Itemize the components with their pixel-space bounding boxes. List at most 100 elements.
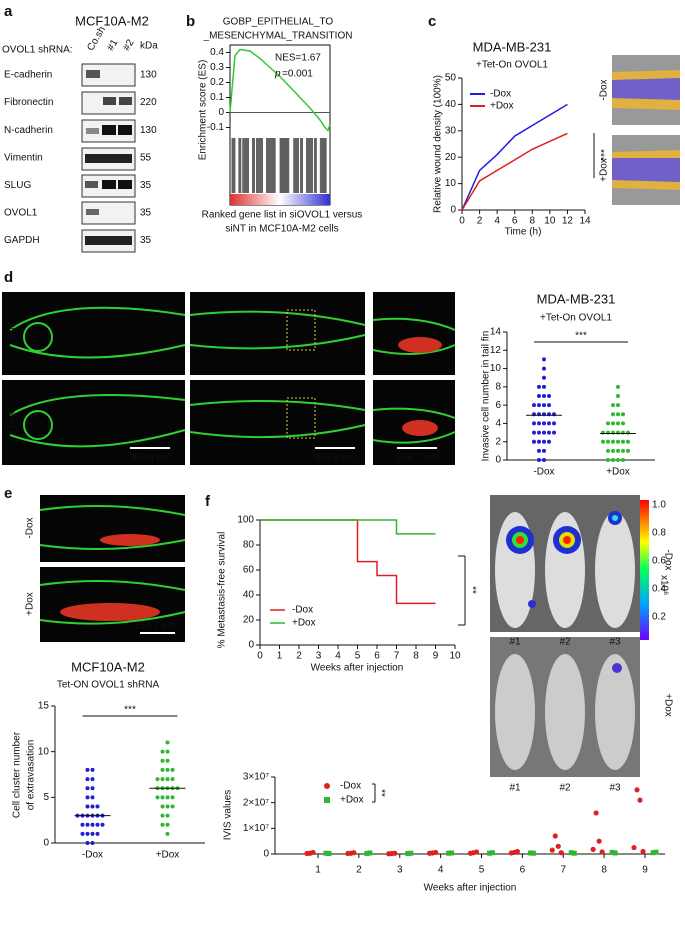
dot	[616, 394, 620, 398]
dot	[405, 850, 411, 856]
subtitle: Tet-ON OVOL1 shRNA	[57, 680, 160, 691]
y-tick-label: 0.3	[210, 62, 224, 73]
dot	[532, 439, 536, 444]
protein-label: N-cadherin	[4, 125, 53, 136]
dot	[95, 804, 100, 809]
kda-label: 35	[140, 235, 152, 246]
y-tick-label: 0	[450, 205, 456, 216]
x-tick-label: 4	[438, 865, 444, 876]
dot	[367, 850, 373, 856]
dot	[552, 421, 556, 426]
dot	[323, 850, 329, 856]
x-tick-label: -Dox	[82, 850, 103, 861]
scale-label: 154.7 µm	[396, 453, 438, 464]
y-tick-label: 0	[248, 640, 254, 651]
x-tick-label: 6	[520, 865, 526, 876]
dot	[542, 403, 546, 408]
dot	[165, 777, 170, 782]
mouse-label: #2	[559, 637, 571, 648]
significance: ***	[575, 331, 587, 342]
y-tick-label: 12	[490, 345, 502, 356]
es-curve	[229, 48, 331, 132]
dot	[85, 777, 90, 782]
dot	[85, 822, 90, 827]
dot	[160, 749, 165, 754]
dot	[408, 850, 414, 856]
y-tick-label: 2	[495, 436, 501, 447]
y-tick-label: 3×10⁷	[243, 772, 270, 783]
y-tick-label: 6	[495, 400, 501, 411]
dot	[611, 439, 615, 444]
dot	[345, 850, 351, 857]
dot	[80, 831, 85, 836]
dot	[85, 841, 90, 845]
stat: NES=1.67	[275, 53, 321, 64]
dot	[571, 850, 577, 856]
y-tick-label: 10	[490, 363, 502, 374]
protein-label: GAPDH	[4, 235, 40, 246]
x-tick-label: 5	[355, 651, 361, 662]
label: -Dox	[25, 517, 36, 538]
dot	[547, 421, 551, 426]
dot	[364, 850, 370, 856]
dot	[542, 394, 546, 398]
dot	[616, 421, 620, 426]
dot	[596, 838, 602, 844]
dot	[530, 850, 536, 856]
dot	[165, 822, 170, 827]
panel-label: e	[4, 485, 12, 502]
protein-label: E-cadherin	[4, 70, 52, 81]
label: % Metastasis-free survival	[217, 532, 228, 649]
kda-label: 130	[140, 125, 157, 136]
dot	[616, 384, 620, 389]
dot	[593, 810, 599, 816]
axis-label: Weeks after injection	[424, 883, 517, 894]
dot	[542, 430, 546, 435]
dot	[611, 421, 615, 426]
dot	[514, 848, 520, 855]
dot	[160, 804, 165, 809]
dot	[640, 848, 646, 855]
dot	[542, 458, 546, 462]
dot	[537, 458, 541, 462]
label: +Dox	[7, 411, 18, 435]
y-tick-label: 0.2	[210, 77, 224, 88]
x-tick-label: 5	[479, 865, 485, 876]
y-tick-label: 10	[445, 178, 457, 189]
y-tick-label: 8	[495, 381, 501, 392]
lane-label: #1	[105, 37, 120, 53]
survival-line	[260, 519, 436, 535]
protein-label: SLUG	[4, 180, 31, 191]
x-tick-label: 2	[356, 865, 362, 876]
dot	[170, 804, 175, 809]
dot	[170, 767, 175, 772]
x-tick-label: 12	[562, 216, 574, 227]
dot	[542, 448, 546, 453]
x-tick-label: 14	[579, 216, 591, 227]
dot	[601, 439, 605, 444]
dot	[542, 384, 546, 389]
colorbar-label: 1.0	[652, 500, 666, 511]
dot	[626, 439, 630, 444]
y-tick-label: 20	[243, 615, 255, 626]
label: +Dox	[25, 592, 36, 616]
protein-label: Fibronectin	[4, 97, 53, 108]
y-tick-label: 15	[38, 701, 50, 712]
dot	[542, 421, 546, 426]
kda-label: 130	[140, 70, 157, 81]
dot	[547, 403, 551, 408]
dot	[170, 795, 175, 800]
dot	[558, 850, 564, 856]
dot	[446, 850, 452, 856]
x-tick-label: +Dox	[606, 467, 630, 478]
dot	[532, 403, 536, 408]
mouse-label: #1	[509, 783, 521, 794]
stat: =0.001	[282, 69, 313, 80]
dot	[653, 849, 659, 855]
dot	[90, 786, 95, 791]
dot	[433, 849, 439, 856]
y-tick-label: 10	[38, 746, 50, 757]
blot	[81, 63, 136, 253]
dot	[165, 749, 170, 754]
